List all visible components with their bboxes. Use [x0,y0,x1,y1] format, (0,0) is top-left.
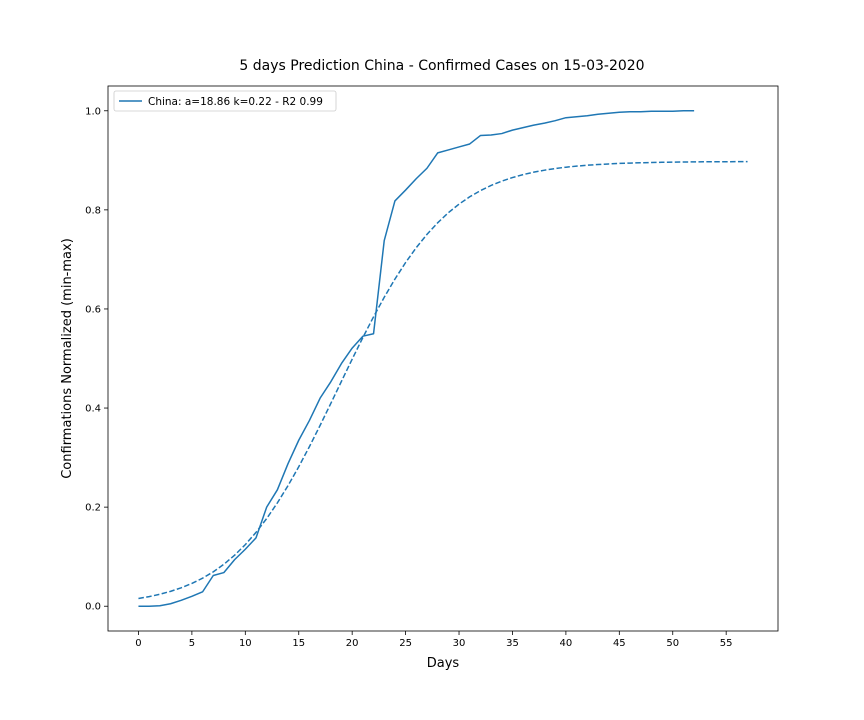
series-line-china [138,110,695,607]
chart-title: 5 days Prediction China - Confirmed Case… [239,58,644,74]
legend-box [113,90,337,112]
axes-frame [107,85,779,632]
x-axis-label: Days [427,656,460,671]
y-tick-label: 0.2 [85,503,101,514]
y-axis-label: Confirmations Normalized (min-max) [60,238,75,479]
x-tick-label: 15 [292,638,305,649]
y-tick-label: 0.0 [85,602,101,613]
x-tick-label: 50 [666,638,679,649]
y-tick-label: 0.4 [85,404,101,415]
x-tick-label: 35 [506,638,519,649]
y-tick-label: 0.8 [85,205,101,216]
x-tick-label: 55 [720,638,733,649]
y-tick-label: 1.0 [85,106,101,117]
x-tick-label: 25 [399,638,412,649]
series-line-prediction-dashed [138,160,748,600]
x-tick-label: 5 [189,638,195,649]
x-tick-label: 0 [135,638,141,649]
x-axis-ticks: 0 5 10 15 20 25 30 35 40 45 50 55 [135,631,733,649]
y-axis-ticks: 0.0 0.2 0.4 0.6 0.8 1.0 [85,106,108,613]
plot-area [138,110,748,607]
x-tick-label: 20 [346,638,359,649]
legend-label: China: a=18.86 k=0.22 - R2 0.99 [148,96,323,108]
x-tick-label: 10 [239,638,252,649]
y-tick-label: 0.6 [85,304,101,315]
x-tick-label: 40 [560,638,573,649]
x-tick-label: 45 [613,638,626,649]
legend: China: a=18.86 k=0.22 - R2 0.99 [113,90,337,112]
x-tick-label: 30 [453,638,466,649]
